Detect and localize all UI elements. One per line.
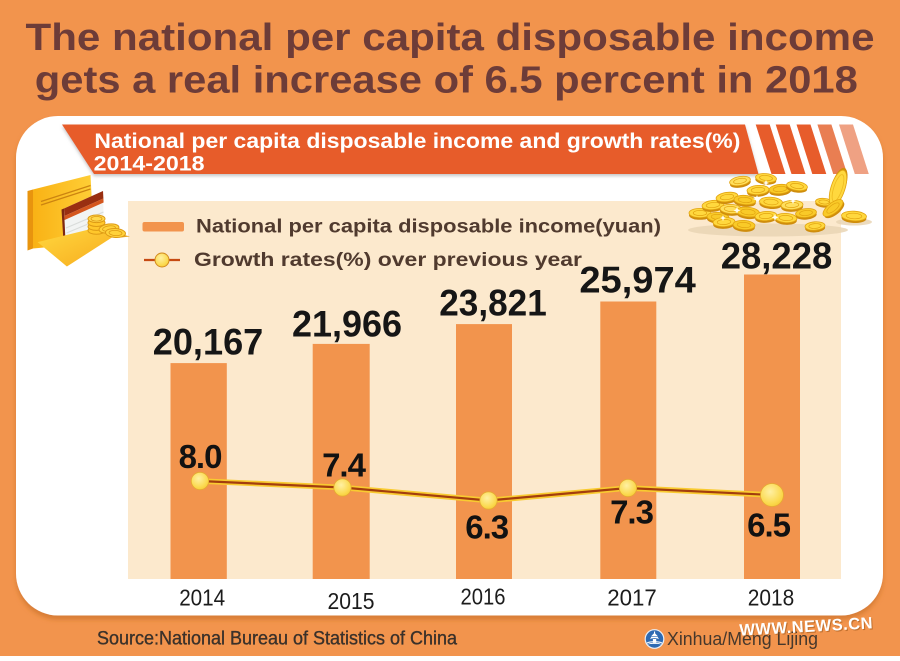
svg-text:2015: 2015 [328, 588, 375, 614]
svg-text:National per capita disposable: National per capita disposable income an… [94, 130, 740, 153]
svg-text:2018: 2018 [748, 584, 795, 610]
svg-text:2016: 2016 [461, 583, 506, 609]
svg-text:20,167: 20,167 [153, 322, 264, 363]
svg-text:7.4: 7.4 [322, 446, 367, 483]
svg-text:The national per capita dispos: The national per capita disposable incom… [26, 17, 875, 59]
svg-text:8.0: 8.0 [179, 438, 222, 475]
svg-text:6.3: 6.3 [465, 508, 509, 545]
svg-text:7.3: 7.3 [610, 493, 654, 530]
svg-text:2017: 2017 [607, 585, 657, 611]
svg-text:Growth rates(%) over previous: Growth rates(%) over previous year [194, 250, 583, 271]
svg-text:2014: 2014 [179, 585, 225, 611]
svg-text:23,821: 23,821 [439, 283, 547, 324]
svg-text:25,974: 25,974 [579, 260, 696, 301]
svg-text:gets a real increase of 6.5 pe: gets a real increase of 6.5 percent in 2… [35, 59, 858, 101]
svg-text:Xinhua/Meng Lijing: Xinhua/Meng Lijing [667, 629, 818, 649]
svg-text:28,228: 28,228 [721, 236, 833, 277]
svg-text:21,966: 21,966 [292, 304, 402, 345]
svg-text:Source:National Bureau of Stat: Source:National Bureau of Statistics of … [97, 629, 457, 650]
svg-text:6.5: 6.5 [747, 507, 791, 544]
svg-text:National per capita disposable: National per capita disposable income(yu… [196, 217, 661, 238]
svg-text:2014-2018: 2014-2018 [94, 152, 205, 175]
